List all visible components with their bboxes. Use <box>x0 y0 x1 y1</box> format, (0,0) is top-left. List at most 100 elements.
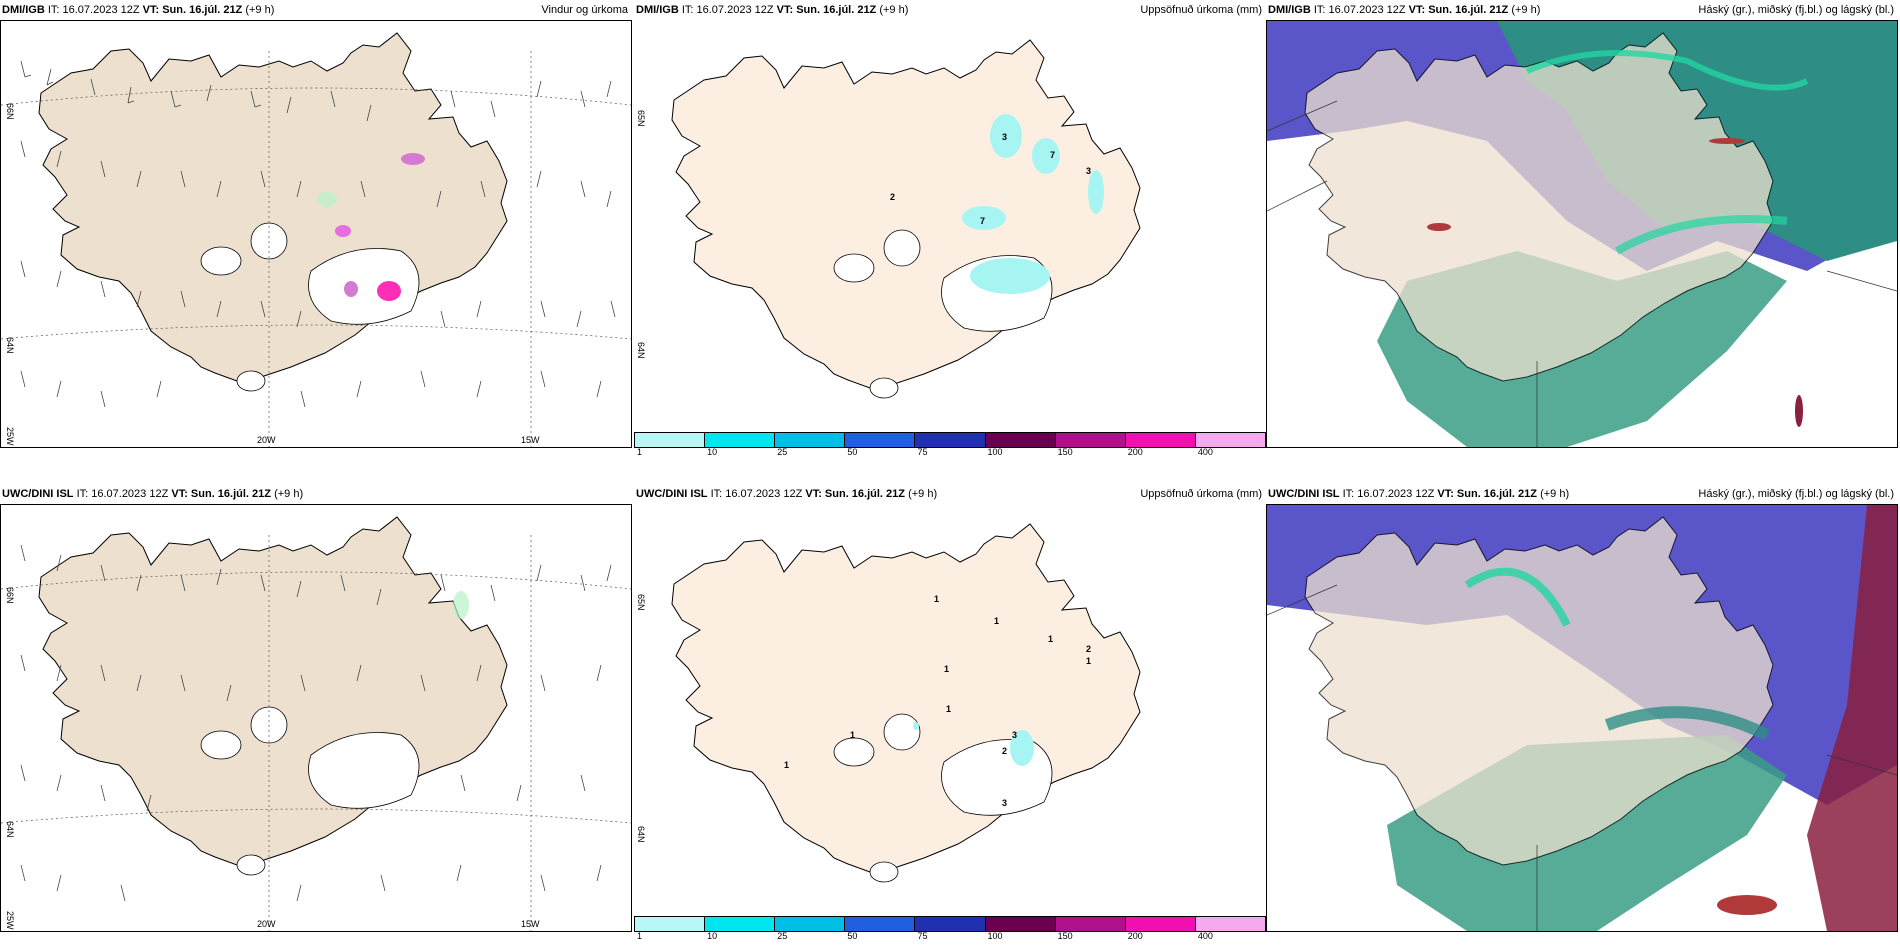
colorbar-bin: 10 <box>705 433 776 457</box>
wind-barbs <box>20 544 612 902</box>
valid-time: Sun. 16.júl. 21Z <box>1428 4 1509 16</box>
cloud-low-band <box>1615 215 1788 255</box>
land-mass <box>38 32 508 382</box>
lon-label-15w: 15W <box>521 435 540 445</box>
valid-time: Sun. 16.júl. 21Z <box>796 4 877 16</box>
cloud-high-cell <box>1709 138 1745 144</box>
colorbar-bin: 50 <box>845 917 916 941</box>
valid-time-label: VT: <box>142 4 160 16</box>
graticule <box>1267 584 1897 931</box>
colorbar-bin: 10 <box>705 917 776 941</box>
colorbar-bin: 150 <box>1055 917 1126 941</box>
glacier-myrdalsjokull <box>236 370 266 392</box>
valid-time-label: VT: <box>171 488 188 500</box>
precip-value-label: 1 <box>994 616 999 626</box>
cloud-high-cell <box>1807 505 1897 931</box>
precip-heavy-area <box>377 281 401 301</box>
model-name: DMI/IGB <box>2 4 45 16</box>
precip-area <box>1088 170 1104 214</box>
precip-light-area <box>453 591 469 619</box>
precip-value-label: 3 <box>1086 166 1091 176</box>
precip-area <box>1032 138 1060 174</box>
valid-time: Sun. 16.júl. 21Z <box>1456 488 1537 500</box>
graticule <box>1267 100 1897 447</box>
lat-label-65n: 65N <box>636 594 646 611</box>
valid-time-label: VT: <box>776 4 794 16</box>
panel-header: UWC/DINI ISL IT: 16.07.2023 12Z VT: Sun.… <box>634 484 1266 504</box>
panel-dmi-wind: DMI/IGB IT: 16.07.2023 12Z VT: Sun. 16.j… <box>0 0 632 448</box>
lead-time: (+9 h) <box>908 488 938 500</box>
glacier-myrdalsjokull <box>236 854 266 876</box>
cloud-mid-band <box>1604 706 1770 741</box>
map-svg: 66N 64N 25W 20W 15W <box>1 32 631 447</box>
precip-value-label: 1 <box>1048 634 1053 644</box>
graticule <box>1 51 631 447</box>
precip-heavy-area <box>344 281 358 297</box>
colorbar-bin: 25 <box>775 917 846 941</box>
precip-value-label: 2 <box>890 192 895 202</box>
panel-title: Háský (gr.), miðský (fj.bl.) og lágský (… <box>1698 4 1894 16</box>
cloud-low-band <box>1525 50 1809 91</box>
graticule <box>1 535 631 931</box>
glacier-hofsjokull <box>833 253 875 283</box>
map-area[interactable] <box>1266 20 1898 448</box>
glacier-vatnajokull <box>308 248 420 325</box>
precip-value-label: 1 <box>946 704 951 714</box>
lead-time: (+9 h) <box>245 4 275 16</box>
precip-light-area <box>317 191 337 207</box>
colorbar: 1 10 25 50 75 100 150 200 400 <box>634 432 1266 457</box>
precip-value-label: 7 <box>1050 150 1055 160</box>
precip-value-label: 3 <box>1012 730 1017 740</box>
precip-value-label: 1 <box>1086 656 1091 666</box>
colorbar-bin: 75 <box>915 433 986 457</box>
panel-uwc-precip: UWC/DINI ISL IT: 16.07.2023 12Z VT: Sun.… <box>634 484 1266 941</box>
lat-label-64n: 64N <box>5 821 15 838</box>
valid-time: Sun. 16.júl. 21Z <box>824 488 905 500</box>
map-svg: 3 7 3 2 7 65N 64N <box>636 39 1141 399</box>
map-area[interactable]: 3 7 3 2 7 65N 64N <box>634 20 1266 430</box>
precip-value-label: 2 <box>1002 746 1007 756</box>
lon-label-15w: 15W <box>521 919 540 929</box>
lon-label-20w: 20W <box>257 919 276 929</box>
colorbar-bin: 100 <box>985 433 1056 457</box>
panel-uwc-wind: UWC/DINI ISL IT: 16.07.2023 12Z VT: Sun.… <box>0 484 632 932</box>
valid-time-label: VT: <box>805 488 822 500</box>
land-mass <box>671 39 1141 389</box>
lat-label-66n: 66N <box>5 587 15 604</box>
lead-time: (+9 h) <box>879 4 909 16</box>
panel-header: UWC/DINI ISL IT: 16.07.2023 12Z VT: Sun.… <box>0 484 632 504</box>
model-name: UWC/DINI ISL <box>636 488 708 500</box>
cloud-high-cell <box>1717 895 1777 915</box>
panel-dmi-cloud: DMI/IGB IT: 16.07.2023 12Z VT: Sun. 16.j… <box>1266 0 1898 448</box>
glacier-langjokull <box>883 713 921 751</box>
lat-label-64n: 64N <box>5 337 15 354</box>
precip-heavy-area <box>401 153 425 165</box>
precip-value-label: 1 <box>850 730 855 740</box>
panel-header: DMI/IGB IT: 16.07.2023 12Z VT: Sun. 16.j… <box>0 0 632 20</box>
precip-value-label: 1 <box>944 664 949 674</box>
panel-title: Uppsöfnuð úrkoma (mm) <box>1140 488 1262 500</box>
glacier-myrdalsjokull <box>869 377 899 399</box>
precip-area <box>1010 730 1034 766</box>
colorbar-bin: 150 <box>1055 433 1126 457</box>
precip-area <box>913 722 919 730</box>
colorbar-bin: 75 <box>915 917 986 941</box>
cloud-high-cell <box>1427 223 1451 231</box>
map-svg <box>1267 21 1897 447</box>
lead-time: (+9 h) <box>1511 4 1541 16</box>
glacier-hofsjokull <box>833 737 875 767</box>
map-area[interactable]: 66N 64N 25W 20W 15W <box>0 20 632 448</box>
map-area[interactable]: 66N 64N 25W 20W 15W <box>0 504 632 932</box>
init-time: IT: 16.07.2023 12Z <box>1313 4 1406 16</box>
precip-value-label: 1 <box>784 760 789 770</box>
valid-time: Sun. 16.júl. 21Z <box>162 4 243 16</box>
colorbar-bin: 1 <box>635 917 706 941</box>
colorbar-bin: 50 <box>845 433 916 457</box>
map-area[interactable] <box>1266 504 1898 932</box>
colorbar-bin: 1 <box>635 433 706 457</box>
init-time: IT: 16.07.2023 12Z <box>710 488 803 500</box>
map-area[interactable]: 1 1 1 2 1 1 1 3 2 3 1 1 65N 64N <box>634 504 1266 914</box>
panel-uwc-cloud: UWC/DINI ISL IT: 16.07.2023 12Z VT: Sun.… <box>1266 484 1898 932</box>
init-time: IT: 16.07.2023 12Z <box>76 488 169 500</box>
land-mass <box>671 523 1141 873</box>
